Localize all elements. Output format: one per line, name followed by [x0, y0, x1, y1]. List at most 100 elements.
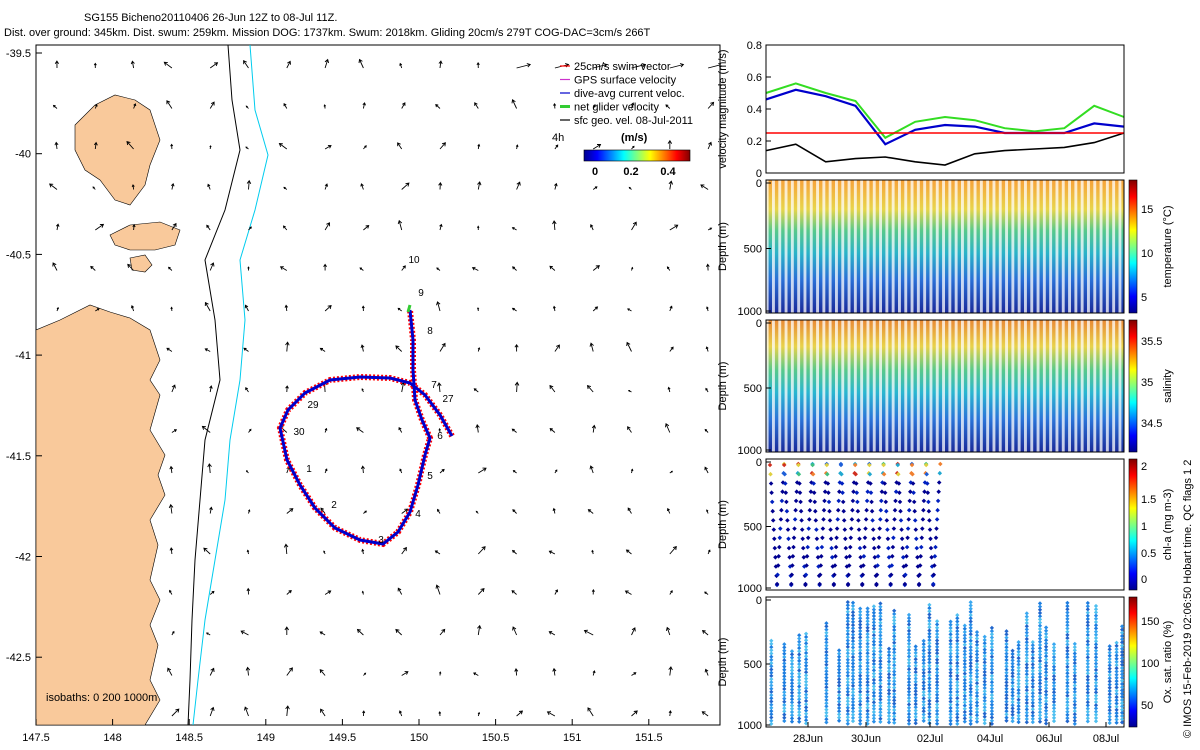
- oxygen-sample: [906, 651, 912, 656]
- oxygen-sample: [878, 610, 883, 616]
- oxygen-sample: [989, 670, 995, 675]
- oxygen-sample: [850, 661, 856, 666]
- oxygen-sample: [982, 663, 987, 668]
- oxygen-sample: [955, 718, 960, 723]
- chla-sample: [914, 536, 919, 542]
- panel-frame: [765, 319, 1125, 453]
- oxygen-sample: [1024, 649, 1029, 654]
- oxygen-sample: [968, 718, 973, 723]
- current-arrow: [170, 143, 174, 150]
- oxygen-sample: [1024, 710, 1029, 715]
- oxygen-sample: [1024, 668, 1029, 674]
- oxygen-sample: [1119, 665, 1125, 671]
- day-label: 6: [437, 431, 443, 442]
- oxygen-sample: [858, 609, 863, 614]
- current-arrow: [586, 384, 594, 393]
- oxygen-sample: [989, 625, 995, 631]
- oxygen-sample: [1107, 720, 1112, 726]
- chla-sample: [886, 545, 891, 551]
- current-arrow: [591, 588, 595, 595]
- oxygen-sample: [871, 674, 877, 679]
- oxygen-sample: [850, 690, 856, 695]
- current-arrow: [706, 509, 709, 514]
- chla-sample: [784, 499, 789, 505]
- oxygen-sample: [906, 635, 912, 640]
- chla-sample: [875, 554, 881, 559]
- oxygen-sample: [1030, 646, 1035, 651]
- panel-ytick-label: 1000: [738, 583, 762, 595]
- oxygen-sample: [1093, 703, 1099, 708]
- colorbar-label: (m/s): [621, 132, 648, 144]
- oxygen-sample: [906, 679, 912, 685]
- chla-sample: [899, 536, 905, 542]
- oxygen-sample: [1065, 712, 1070, 718]
- current-arrow: [630, 468, 634, 474]
- oxygen-sample: [892, 698, 897, 703]
- oxygen-sample: [1114, 720, 1119, 725]
- oxygen-sample: [865, 631, 870, 637]
- oxygen-sample: [1037, 662, 1043, 667]
- current-arrow: [323, 263, 327, 271]
- oxygen-sample: [803, 721, 809, 726]
- oxygen-sample: [1119, 717, 1125, 722]
- chla-sample: [870, 518, 875, 523]
- chla-sample: [811, 490, 817, 495]
- oxygen-sample: [782, 674, 787, 679]
- oxygen-sample: [878, 626, 883, 632]
- oxygen-sample: [962, 677, 967, 683]
- oxygen-sample: [836, 673, 842, 679]
- current-arrow: [240, 630, 249, 636]
- chla-sample: [784, 508, 790, 514]
- oxygen-sample: [886, 646, 892, 651]
- oxygen-sample: [962, 652, 967, 657]
- oxygen-sample: [906, 711, 912, 717]
- oxygen-sample: [1065, 639, 1070, 644]
- current-arrow: [554, 182, 558, 190]
- oxygen-sample: [845, 654, 850, 659]
- oxygen-sample: [1072, 718, 1077, 723]
- current-arrow: [438, 181, 443, 190]
- current-track: [278, 309, 454, 546]
- oxygen-sample: [824, 624, 829, 629]
- current-arrow: [704, 428, 709, 433]
- oxygen-sample: [1043, 654, 1049, 659]
- oxygen-sample: [948, 645, 953, 650]
- oxygen-sample: [1114, 666, 1119, 671]
- oxygen-sample: [769, 654, 774, 659]
- current-arrow: [324, 222, 331, 231]
- current-arrow: [511, 227, 517, 231]
- oxygen-sample: [1085, 680, 1090, 686]
- current-arrow: [362, 102, 366, 109]
- oxygen-sample: [927, 711, 932, 716]
- oxygen-sample: [878, 674, 883, 680]
- colorbar-tick-label: 34.5: [1141, 418, 1162, 430]
- chla-sample: [811, 481, 816, 486]
- chla-sample: [896, 481, 902, 486]
- oxygen-sample: [968, 603, 973, 608]
- oxygen-sample: [962, 709, 967, 715]
- oxygen-sample: [913, 692, 918, 697]
- current-arrow: [324, 305, 332, 312]
- oxygen-sample: [769, 670, 774, 675]
- oxygen-sample: [1043, 663, 1049, 669]
- oxygen-sample: [1114, 656, 1119, 661]
- current-arrow: [475, 424, 480, 433]
- oxygen-sample: [974, 681, 980, 686]
- isobath-1000: [192, 45, 269, 725]
- oxygen-sample: [962, 639, 967, 644]
- chla-sample: [827, 508, 832, 514]
- oxygen-sample: [927, 641, 932, 646]
- map-ytick-label: -41: [15, 350, 31, 362]
- oxygen-sample: [1072, 664, 1077, 669]
- oxygen-sample: [782, 683, 787, 688]
- oxygen-sample: [871, 713, 877, 718]
- oxygen-sample: [1085, 716, 1090, 721]
- oxygen-sample: [797, 681, 802, 686]
- oxygen-sample: [934, 660, 940, 666]
- oxygen-sample: [892, 711, 897, 716]
- chla-sample: [905, 526, 911, 531]
- chla-sample: [864, 507, 869, 513]
- current-arrow: [631, 266, 634, 271]
- oxygen-sample: [1037, 690, 1043, 696]
- day-label: 3: [378, 535, 384, 546]
